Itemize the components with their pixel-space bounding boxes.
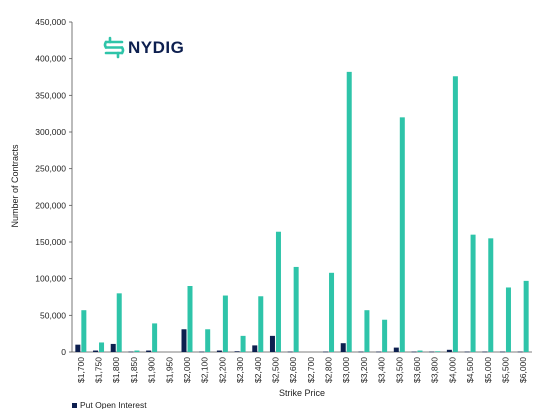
x-tick-label: $3,800 xyxy=(430,357,440,383)
bar-put-open-interest xyxy=(499,351,505,353)
bar-call-open-interest xyxy=(152,323,158,352)
x-tick-label: $3,500 xyxy=(394,357,404,383)
nydig-logo-icon xyxy=(103,36,125,59)
brand-name: NYDIG xyxy=(128,38,184,57)
bar-put-open-interest xyxy=(181,329,187,352)
x-tick-label: $2,000 xyxy=(182,357,192,383)
y-tick-label: 350,000 xyxy=(35,90,66,100)
x-tick-label: $2,200 xyxy=(217,357,227,383)
y-tick-label: 450,000 xyxy=(35,17,66,27)
y-tick-label: 250,000 xyxy=(35,164,66,174)
y-tick-label: 300,000 xyxy=(35,127,66,137)
bar-put-open-interest xyxy=(93,350,99,352)
bar-call-open-interest xyxy=(205,329,211,352)
bar-put-open-interest xyxy=(340,343,346,352)
y-tick-label: 50,000 xyxy=(40,310,66,320)
y-tick-label: 100,000 xyxy=(35,274,66,284)
bars xyxy=(75,71,529,353)
bar-call-open-interest xyxy=(364,310,370,352)
x-axis-ticks: $1,700 $1,750 $1,800 $1,850 $1,900 $1,950 $2,0… xyxy=(76,357,528,383)
bar-put-open-interest xyxy=(517,351,523,353)
bar-call-open-interest xyxy=(435,351,441,352)
bar-call-open-interest xyxy=(187,286,193,352)
x-tick-label: $3,400 xyxy=(377,357,387,383)
x-tick-label: $2,500 xyxy=(270,357,280,383)
x-tick-label: $1,700 xyxy=(76,357,86,383)
y-axis-ticks: 0 50,000 100,000 150,000 200,000 250,000 300,0… xyxy=(35,17,72,357)
bar-put-open-interest xyxy=(252,345,258,352)
x-tick-label: $4,500 xyxy=(465,357,475,383)
bar-put-open-interest xyxy=(269,335,275,352)
bar-call-open-interest xyxy=(523,280,529,352)
bar-put-open-interest xyxy=(146,350,152,352)
x-tick-label: $2,800 xyxy=(324,357,334,383)
bar-put-open-interest xyxy=(393,347,399,352)
bar-call-open-interest xyxy=(346,71,352,352)
x-tick-label: $5,000 xyxy=(483,357,493,383)
y-tick-label: 0 xyxy=(61,347,66,357)
x-tick-label: $1,750 xyxy=(94,357,104,383)
bar-call-open-interest xyxy=(240,335,246,352)
bar-put-open-interest xyxy=(376,351,382,353)
bar-call-open-interest xyxy=(470,234,476,352)
x-tick-label: $1,850 xyxy=(129,357,139,383)
bar-put-open-interest xyxy=(482,351,488,353)
bar-call-open-interest xyxy=(417,350,423,352)
x-axis-title: Strike Price xyxy=(279,388,325,398)
bar-call-open-interest xyxy=(81,310,87,352)
bar-put-open-interest xyxy=(234,351,240,352)
bar-put-open-interest xyxy=(216,350,222,352)
bar-put-open-interest xyxy=(358,351,364,353)
bar-call-open-interest xyxy=(488,238,494,352)
x-tick-label: $2,700 xyxy=(306,357,316,383)
x-tick-label: $2,300 xyxy=(235,357,245,383)
bar-put-open-interest xyxy=(199,351,205,353)
bar-call-open-interest xyxy=(452,76,458,353)
legend: Put Open Interest xyxy=(72,400,147,409)
y-axis-title: Number of Contracts xyxy=(10,144,20,228)
x-tick-label: $1,950 xyxy=(164,357,174,383)
x-tick-label: $3,600 xyxy=(412,357,422,383)
bar-put-open-interest xyxy=(323,351,329,353)
bar-call-open-interest xyxy=(99,342,105,352)
bar-call-open-interest xyxy=(505,287,511,352)
bar-call-open-interest xyxy=(258,296,264,352)
bar-call-open-interest xyxy=(329,272,335,352)
bar-put-open-interest xyxy=(287,351,293,353)
bar-put-open-interest xyxy=(411,351,417,353)
x-tick-label: $2,400 xyxy=(253,357,263,383)
x-tick-label: $4,000 xyxy=(447,357,457,383)
y-tick-label: 150,000 xyxy=(35,237,66,247)
x-tick-label: $2,100 xyxy=(200,357,210,383)
bar-put-open-interest xyxy=(429,351,435,353)
bar-put-open-interest xyxy=(75,344,81,352)
y-tick-label: 200,000 xyxy=(35,200,66,210)
x-tick-label: $1,800 xyxy=(111,357,121,383)
y-tick-label: 400,000 xyxy=(35,54,66,64)
x-tick-label: $6,000 xyxy=(518,357,528,383)
bar-put-open-interest xyxy=(464,351,470,353)
x-tick-label: $3,200 xyxy=(359,357,369,383)
bar-call-open-interest xyxy=(399,117,405,352)
bar-put-open-interest xyxy=(446,349,452,352)
x-tick-label: $2,600 xyxy=(288,357,298,383)
bar-put-open-interest xyxy=(128,351,134,353)
x-tick-label: $3,000 xyxy=(341,357,351,383)
legend-swatch-put-open-interest xyxy=(72,403,77,408)
bar-put-open-interest xyxy=(110,343,116,352)
bar-call-open-interest xyxy=(382,319,388,352)
bar-call-open-interest xyxy=(134,350,140,352)
bar-call-open-interest xyxy=(293,266,299,352)
bar-call-open-interest xyxy=(116,293,122,352)
bar-call-open-interest xyxy=(275,231,281,352)
nydig-logo: NYDIG xyxy=(103,36,184,59)
legend-label-put-open-interest: Put Open Interest xyxy=(80,400,147,409)
bar-call-open-interest xyxy=(222,295,228,352)
x-tick-label: $5,500 xyxy=(500,357,510,383)
x-tick-label: $1,900 xyxy=(147,357,157,383)
